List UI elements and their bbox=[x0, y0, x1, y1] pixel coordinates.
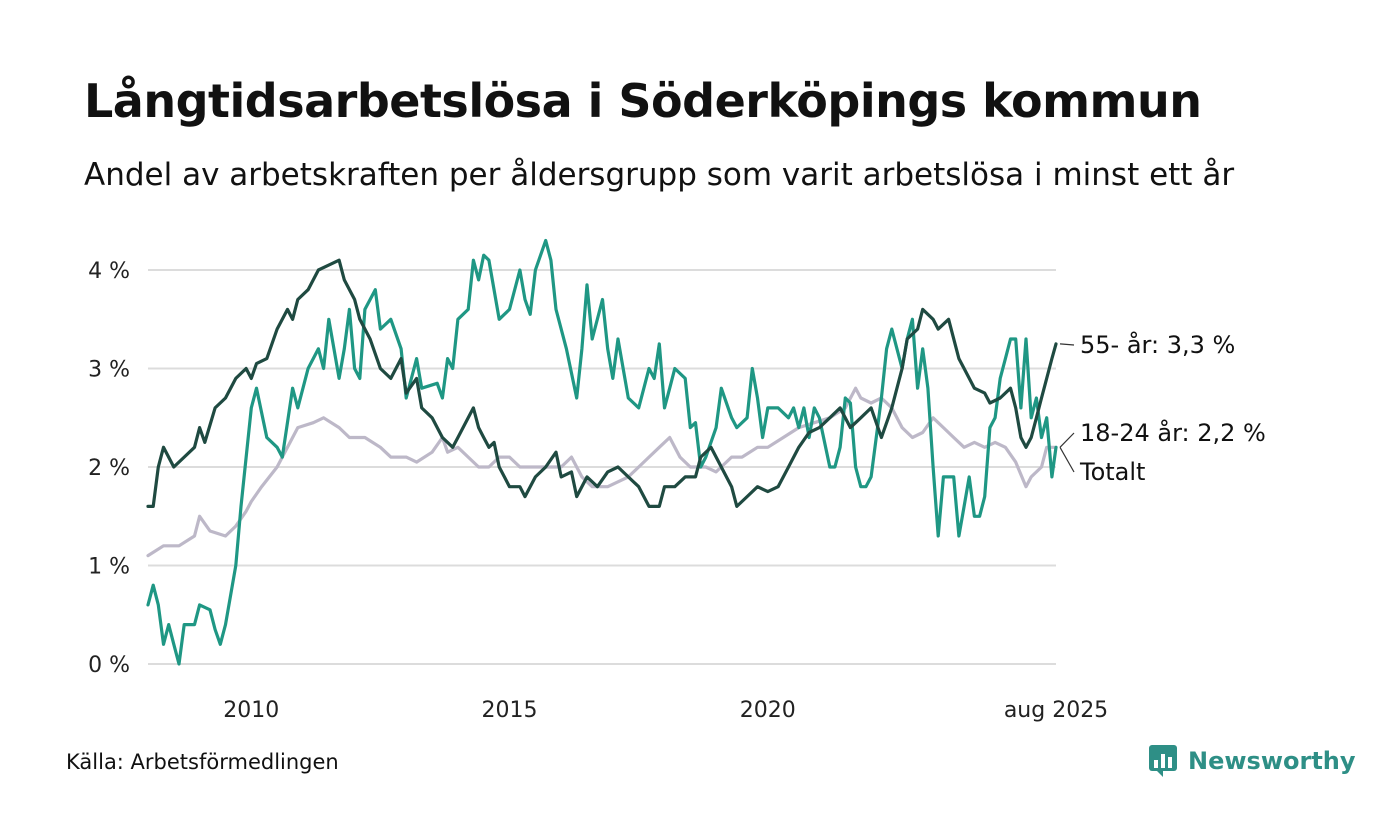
newsworthy-chart-logo-icon bbox=[1149, 745, 1177, 777]
gridlines bbox=[148, 269, 1056, 665]
x-tick-label: 2010 bbox=[223, 698, 279, 723]
line-chart: 0 % 1 % 2 % 3 % 4 % 2010 2015 2020 aug 2025 Tot… bbox=[88, 238, 1266, 723]
x-axis-labels: 2010 2015 2020 aug 2025 bbox=[223, 698, 1108, 723]
chart-title: Långtidsarbetslösa i Söderköpings kommun bbox=[84, 74, 1202, 128]
series-label-leader bbox=[1059, 447, 1075, 473]
source-note: Källa: Arbetsförmedlingen bbox=[66, 750, 339, 774]
x-tick-label: 2020 bbox=[740, 698, 796, 723]
series-end-label: Totalt bbox=[1079, 458, 1145, 486]
y-tick-label: 1 % bbox=[88, 555, 130, 580]
series-line-2 bbox=[146, 258, 1058, 508]
brand-name: Newsworthy bbox=[1188, 747, 1356, 775]
series-end-label: 55- år: 3,3 % bbox=[1080, 330, 1235, 359]
chart-subtitle: Andel av arbetskraften per åldersgrupp s… bbox=[84, 157, 1235, 193]
y-tick-label: 3 % bbox=[88, 358, 130, 383]
series-line-1 bbox=[146, 238, 1058, 666]
series-label-leader bbox=[1059, 432, 1075, 448]
y-tick-label: 2 % bbox=[88, 456, 130, 481]
x-tick-label: aug 2025 bbox=[1004, 698, 1108, 723]
y-tick-label: 4 % bbox=[88, 259, 130, 284]
x-tick-label: 2015 bbox=[482, 698, 538, 723]
series-line-0 bbox=[146, 386, 1058, 558]
y-axis-labels: 0 % 1 % 2 % 3 % 4 % bbox=[88, 259, 130, 678]
series-end-label: 18-24 år: 2,2 % bbox=[1080, 418, 1266, 447]
brand-logo: Newsworthy bbox=[1148, 744, 1356, 778]
series-lines bbox=[146, 238, 1058, 666]
series-end-labels: Totalt 18-24 år: 2,2 % 55- år: 3,3 % bbox=[1059, 330, 1266, 486]
y-tick-label: 0 % bbox=[88, 653, 130, 678]
series-label-leader bbox=[1059, 343, 1075, 346]
